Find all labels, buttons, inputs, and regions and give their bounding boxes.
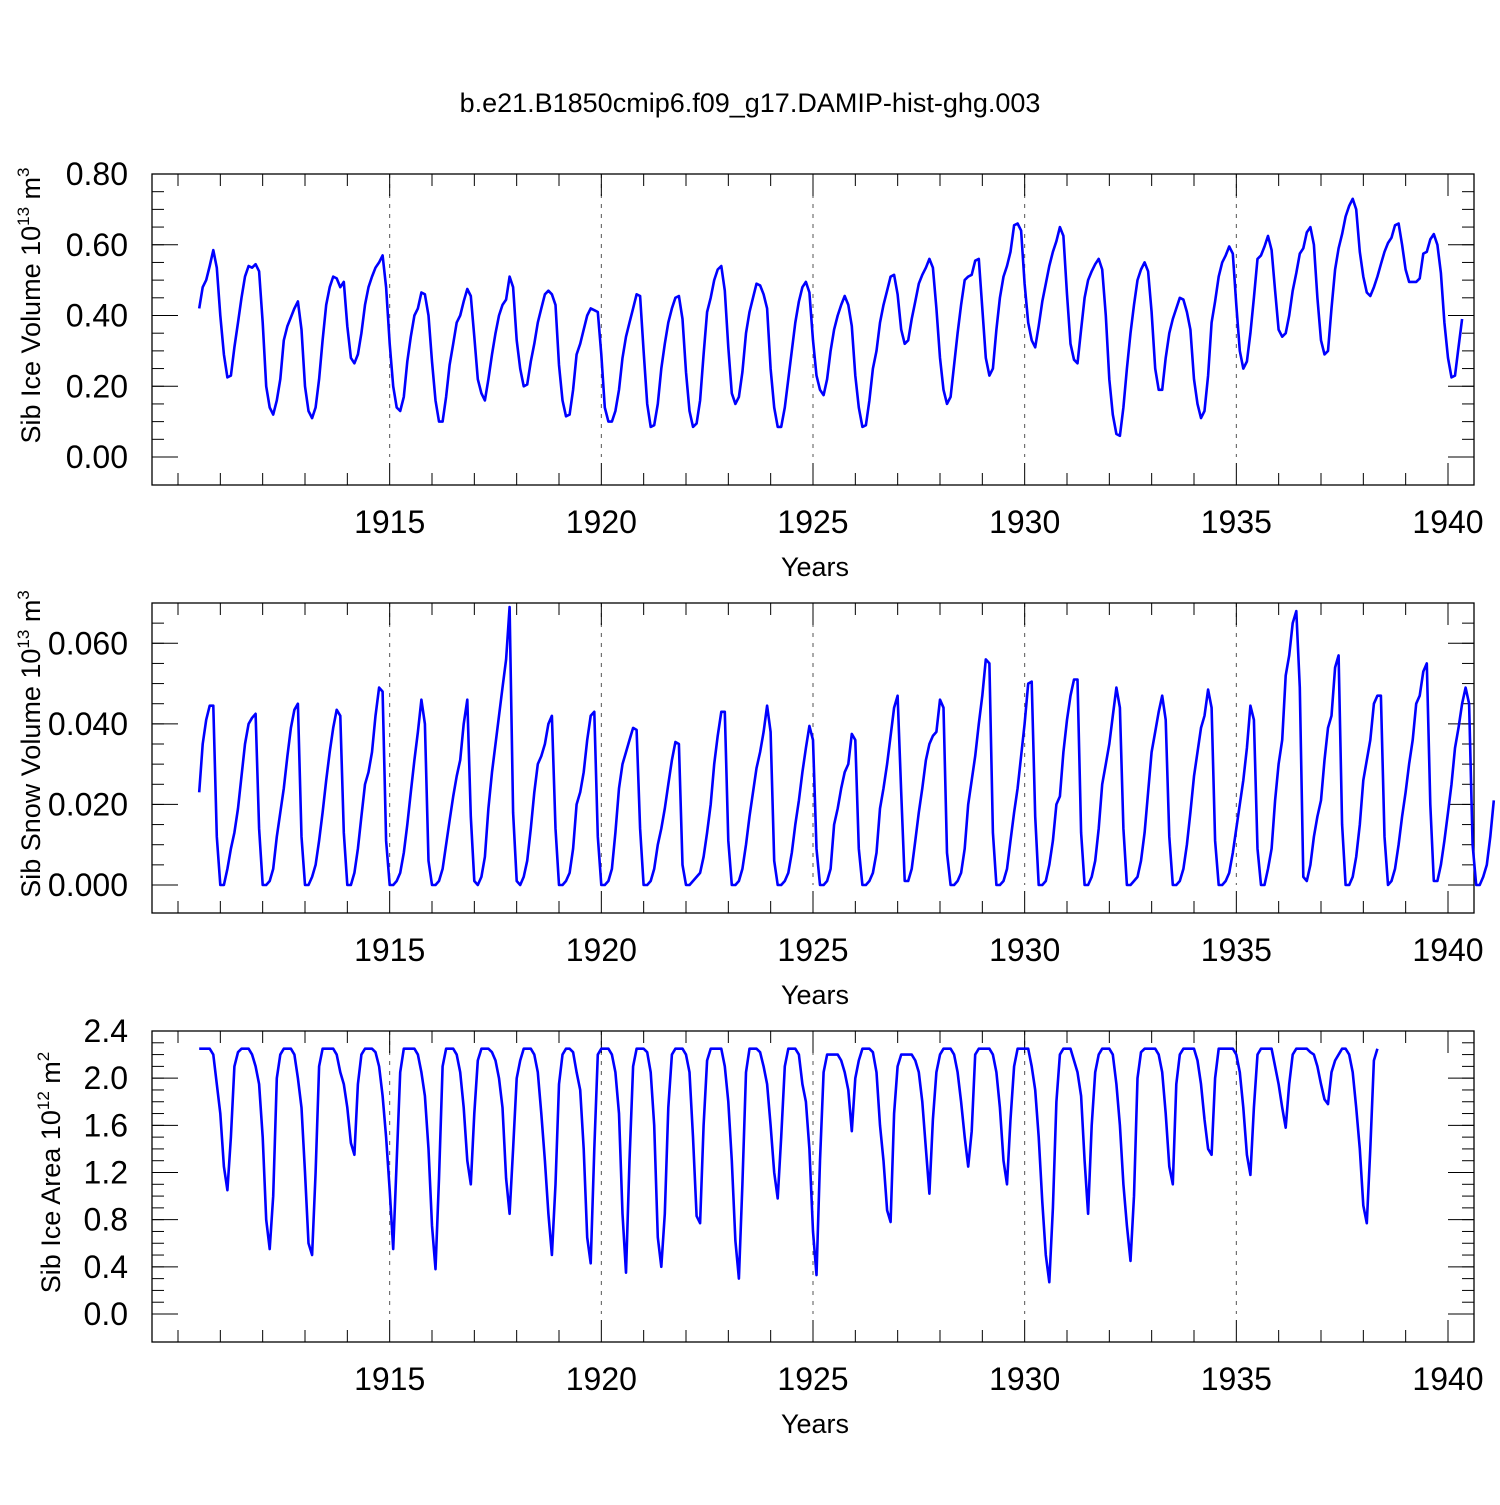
y-tick-label: 0.00 xyxy=(66,439,128,475)
y-tick-label: 0.40 xyxy=(66,298,128,334)
x-axis-label: Years xyxy=(781,552,849,582)
x-tick-label: 1925 xyxy=(777,504,848,540)
x-tick-label: 1920 xyxy=(566,504,637,540)
x-tick-label: 1940 xyxy=(1412,504,1483,540)
y-axis-label-name: Sib Snow Volume xyxy=(16,679,46,898)
chart-panels: 1915 1920 1925 1930 1935 1940 Years 0.00 0.20 0.4… xyxy=(14,156,1496,1439)
y-tick-label: 0.000 xyxy=(48,867,128,903)
series-line-ice-volume xyxy=(197,197,1464,438)
y-tick-label: 0.0 xyxy=(84,1296,128,1332)
y-tick-label: 0.60 xyxy=(66,227,128,263)
x-tick-label: 1915 xyxy=(354,1361,425,1397)
panel-ice-volume: 1915 1920 1925 1930 1935 1940 Years 0.00 0.20 0.4… xyxy=(14,156,1484,582)
x-tick-label: 1930 xyxy=(989,504,1060,540)
x-axis-label: Years xyxy=(781,980,849,1010)
x-tick-label: 1930 xyxy=(989,1361,1060,1397)
y-axis-label-exp: 12 xyxy=(34,1091,53,1110)
panel-snow-volume: 1915 1920 1925 1930 1935 1940 Years 0.000 0.020 0… xyxy=(14,590,1496,1010)
y-axis-label-base: 10 xyxy=(16,649,46,679)
x-tick-label: 1920 xyxy=(566,1361,637,1397)
y-axis-label-unit-exp: 2 xyxy=(34,1052,53,1061)
y-tick-label: 0.060 xyxy=(48,625,128,661)
y-axis-label: Sib Ice Volume 1013 m3 xyxy=(14,167,46,443)
x-tick-label: 1925 xyxy=(777,1361,848,1397)
y-axis-label-name: Sib Ice Area xyxy=(36,1140,66,1293)
y-tick-label: 0.8 xyxy=(84,1202,128,1238)
y-axis-label: Sib Ice Area 1012 m2 xyxy=(34,1052,66,1294)
y-tick-label: 1.2 xyxy=(84,1155,128,1191)
y-tick-label: 0.020 xyxy=(48,786,128,822)
y-axis-label-unit: m xyxy=(36,1061,66,1091)
x-tick-label: 1940 xyxy=(1412,932,1483,968)
x-tick-label: 1920 xyxy=(566,932,637,968)
y-tick-label: 0.4 xyxy=(84,1249,128,1285)
x-tick-label: 1935 xyxy=(1201,932,1272,968)
x-tick-label: 1930 xyxy=(989,932,1060,968)
chart-title: b.e21.B1850cmip6.f09_g17.DAMIP-hist-ghg.… xyxy=(460,88,1041,118)
y-axis-label-base: 10 xyxy=(16,226,46,256)
y-axis-label-unit: m xyxy=(16,600,46,630)
x-axis-label: Years xyxy=(781,1409,849,1439)
y-axis-label-base: 10 xyxy=(36,1110,66,1140)
y-axis-label-exp: 13 xyxy=(14,207,33,226)
y-axis-label-unit: m xyxy=(16,177,46,207)
x-tick-label: 1940 xyxy=(1412,1361,1483,1397)
y-axis-label: Sib Snow Volume 1013 m3 xyxy=(14,590,46,898)
y-tick-label: 0.80 xyxy=(66,156,128,192)
y-axis-label-name: Sib Ice Volume xyxy=(16,256,46,444)
y-axis-label-unit-exp: 3 xyxy=(14,167,33,176)
x-tick-label: 1935 xyxy=(1201,1361,1272,1397)
y-tick-label: 0.040 xyxy=(48,706,128,742)
y-tick-label: 2.0 xyxy=(84,1060,128,1096)
series-line-snow-volume xyxy=(197,605,1496,887)
y-tick-label: 0.20 xyxy=(66,368,128,404)
series-line-ice-area xyxy=(199,1047,1379,1284)
x-tick-label: 1915 xyxy=(354,932,425,968)
x-tick-label: 1935 xyxy=(1201,504,1272,540)
y-axis-label-exp: 13 xyxy=(14,630,33,649)
y-tick-label: 1.6 xyxy=(84,1107,128,1143)
panel-ice-area: 1915 1920 1925 1930 1935 1940 Years 0.0 0.4 0.8 1.… xyxy=(34,1013,1484,1439)
x-tick-label: 1915 xyxy=(354,504,425,540)
x-tick-label: 1925 xyxy=(777,932,848,968)
y-axis-label-unit-exp: 3 xyxy=(14,590,33,599)
y-tick-label: 2.4 xyxy=(84,1013,128,1049)
